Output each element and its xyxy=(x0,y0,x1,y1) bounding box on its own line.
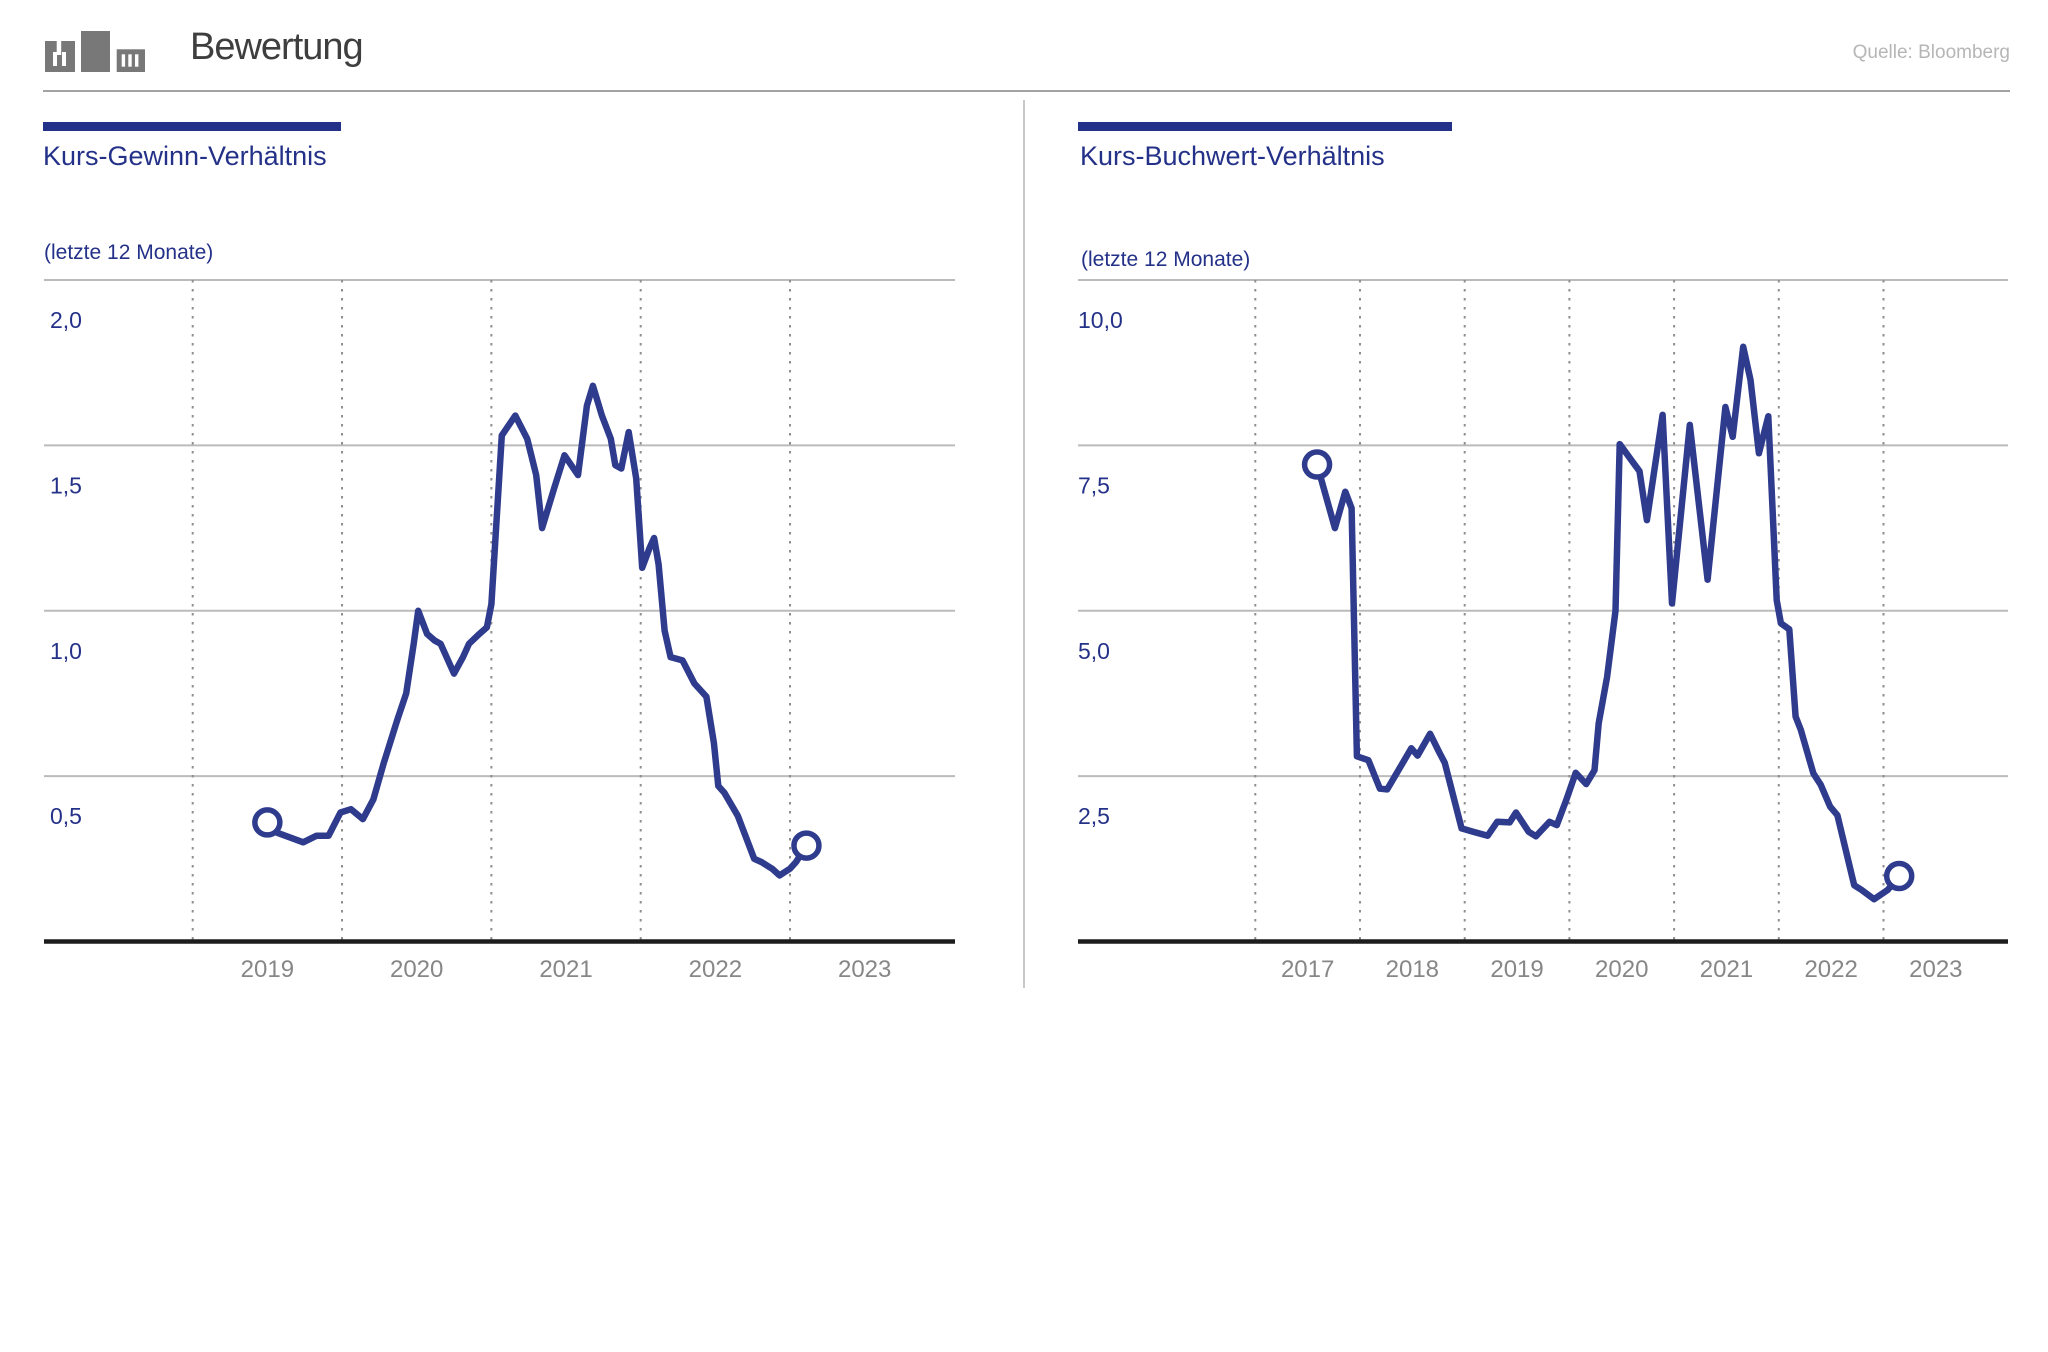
series-start-marker xyxy=(1301,449,1333,480)
x-tick-label: 2019 xyxy=(241,956,294,983)
data-line xyxy=(1313,343,1903,903)
y-tick-label: 10,0 xyxy=(1078,307,1123,333)
header-rule xyxy=(43,90,2010,92)
y-tick-label: 5,0 xyxy=(1078,638,1110,664)
x-tick-label: 2021 xyxy=(539,956,592,983)
y-tick-label: 1,5 xyxy=(50,472,82,498)
accent-bar-right xyxy=(1078,122,1452,131)
data-line xyxy=(264,382,810,879)
x-tick-label: 2019 xyxy=(1490,956,1543,983)
page-title: Bewertung xyxy=(190,26,364,68)
x-tick-label: 2020 xyxy=(1595,956,1648,983)
chart-title-kbv: Kurs-Buchwert-Verhältnis xyxy=(1080,141,1385,171)
x-tick-label: 2022 xyxy=(689,956,742,983)
x-tick-label: 2017 xyxy=(1281,956,1334,983)
y-tick-label: 7,5 xyxy=(1078,472,1110,498)
x-tick-label: 2020 xyxy=(390,956,443,983)
y-tick-label: 2,5 xyxy=(1078,803,1110,829)
x-tick-label: 2018 xyxy=(1386,956,1439,983)
panel-divider xyxy=(1023,100,1025,988)
x-tick-label: 2022 xyxy=(1804,956,1857,983)
x-tick-label: 2021 xyxy=(1700,956,1753,983)
logo-buildings-icon xyxy=(45,31,145,72)
series-end-marker xyxy=(791,830,822,861)
chart-subtitle-kbv: (letzte 12 Monate) xyxy=(1081,248,1255,272)
y-tick-label: 0,5 xyxy=(50,803,82,829)
x-tick-label: 2023 xyxy=(1909,956,1962,983)
y-tick-label: 2,0 xyxy=(50,307,82,333)
source-credit: Quelle: Bloomberg xyxy=(1852,42,2010,63)
chart-title-kgv: Kurs-Gewinn-Verhältnis xyxy=(43,141,327,171)
chart-subtitle-kgv: (letzte 12 Monate) xyxy=(44,241,218,265)
series-start-marker xyxy=(252,807,283,838)
x-tick-label: 2023 xyxy=(838,956,891,983)
accent-bar-left xyxy=(43,122,341,131)
y-tick-label: 1,0 xyxy=(50,638,82,664)
series-end-marker xyxy=(1883,860,1915,892)
